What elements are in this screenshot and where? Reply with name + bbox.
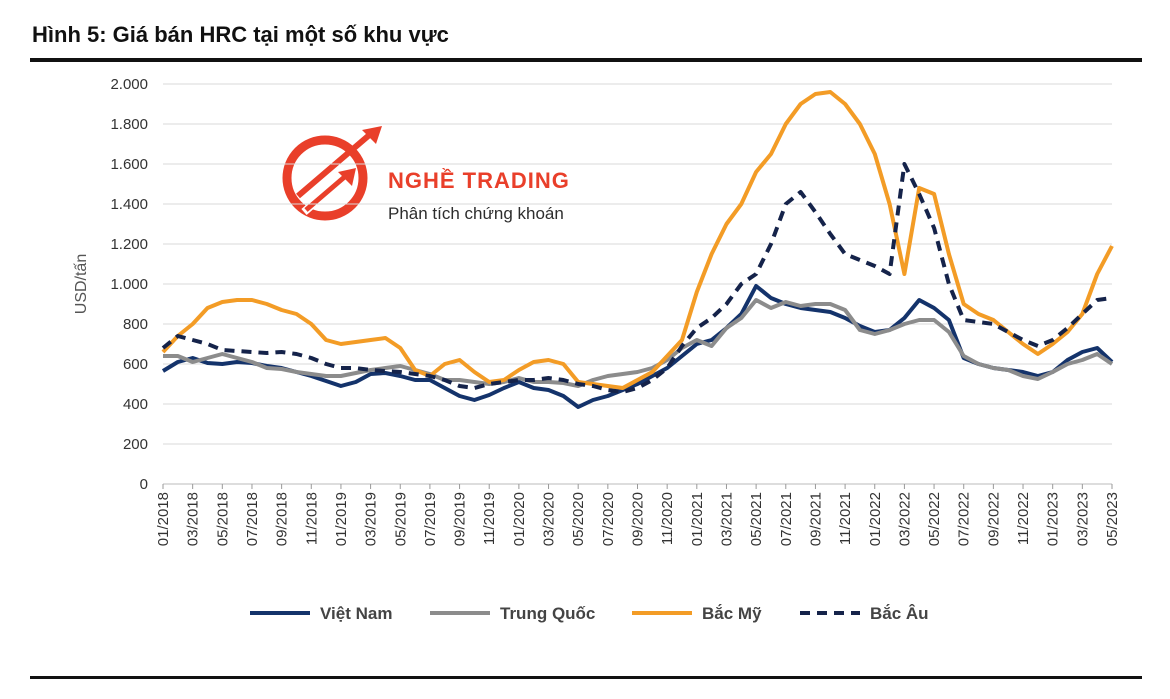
x-tick-label: 01/2023 [1045,492,1062,546]
x-axis-ticks: 01/2018 03/2018 05/2018 07/2018 09/2018 11/20… [155,484,1121,546]
y-tick-label: 1.200 [110,236,148,253]
series-line-bắc-âu [161,162,1113,394]
legend: Việt Nam Trung Quốc Bắc Mỹ Bắc Âu [250,604,929,623]
series-line-việt-nam [161,284,1114,409]
x-tick-label: 07/2018 [244,492,261,546]
x-tick-label: 09/2022 [985,492,1002,546]
x-tick-label: 01/2018 [155,492,172,546]
watermark-subtitle: Phân tích chứng khoán [388,204,564,223]
x-tick-label: 01/2019 [333,492,350,546]
watermark-logo: NGHỀ TRADING Phân tích chứng khoán [282,126,570,223]
gridlines [163,83,1112,485]
x-tick-label: 03/2020 [541,492,558,546]
x-tick-label: 09/2021 [807,492,824,546]
x-tick-label: 09/2018 [274,492,291,546]
x-tick-label: 05/2023 [1104,492,1121,546]
logo-icon [282,126,382,221]
x-tick-label: 05/2018 [214,492,231,546]
x-tick-label: 07/2020 [600,492,617,546]
y-tick-label: 400 [123,396,148,413]
x-tick-label: 07/2019 [422,492,439,546]
x-tick-label: 11/2018 [303,492,320,545]
y-tick-label: 2.000 [110,76,148,93]
y-tick-label: 1.600 [110,156,148,173]
x-tick-label: 11/2022 [1015,492,1032,545]
bottom-rule [30,676,1142,679]
top-rule [30,58,1142,62]
series-lines [161,90,1114,409]
y-tick-label: 600 [123,356,148,373]
y-tick-label: 200 [123,436,148,453]
x-tick-label: 05/2021 [748,492,765,546]
y-tick-label: 800 [123,316,148,333]
x-tick-label: 03/2019 [363,492,380,546]
x-tick-label: 11/2019 [481,492,498,545]
legend-label: Việt Nam [320,604,392,623]
y-tick-label: 1.400 [110,196,148,213]
y-axis-ticks: 0 200 400 600 800 1.000 1.200 1.400 1.600 1.800 2.… [110,76,148,493]
x-tick-label: 03/2021 [718,492,735,546]
x-tick-label: 07/2021 [778,492,795,546]
y-tick-label: 1.000 [110,276,148,293]
x-tick-label: 05/2022 [926,492,943,546]
x-tick-label: 11/2020 [659,492,676,545]
x-tick-label: 07/2022 [956,492,973,546]
y-axis-title: USD/tấn [73,254,90,314]
legend-label: Trung Quốc [500,604,595,623]
x-tick-label: 01/2021 [689,492,706,546]
watermark-name: NGHỀ TRADING [388,168,570,193]
x-tick-label: 03/2018 [185,492,202,546]
series-line-trung-quốc [163,298,1114,388]
x-tick-label: 09/2019 [452,492,469,546]
x-tick-label: 09/2020 [630,492,647,546]
figure-title: Hình 5: Giá bán HRC tại một số khu vực [32,22,449,47]
x-tick-label: 01/2020 [511,492,528,546]
series-line-bắc-mỹ [161,90,1114,390]
x-tick-label: 03/2022 [896,492,913,546]
y-tick-label: 0 [140,476,148,493]
x-tick-label: 05/2019 [392,492,409,546]
x-tick-label: 05/2020 [570,492,587,546]
legend-label: Bắc Mỹ [702,604,762,623]
y-tick-label: 1.800 [110,116,148,133]
x-tick-label: 03/2023 [1074,492,1091,546]
x-tick-label: 01/2022 [867,492,884,546]
x-tick-label: 11/2021 [837,492,854,545]
legend-label: Bắc Âu [870,604,929,623]
